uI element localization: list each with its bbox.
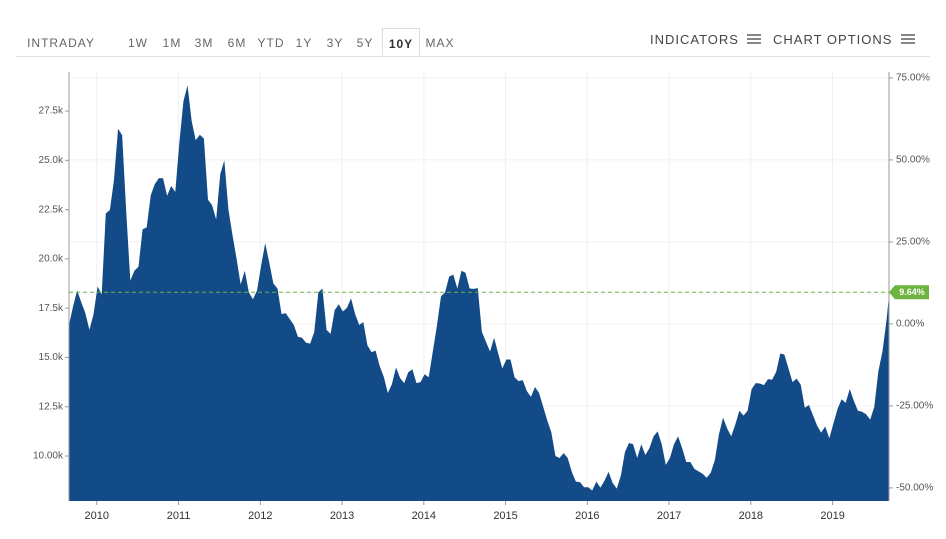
range-button[interactable]: MAX bbox=[425, 36, 455, 50]
y2-tick-label: -25.00% bbox=[896, 401, 933, 412]
y2-tick-label: 25.00% bbox=[896, 237, 930, 248]
range-button[interactable]: YTD bbox=[257, 36, 285, 50]
x-tick-label: 2013 bbox=[330, 510, 354, 522]
x-tick-label: 2016 bbox=[575, 510, 599, 522]
x-tick-label: 2017 bbox=[657, 510, 681, 522]
y-tick-label: 12.5k bbox=[39, 401, 64, 412]
y2-tick-label: 0.00% bbox=[896, 319, 924, 330]
x-tick-label: 2010 bbox=[85, 510, 109, 522]
range-button[interactable]: 1Y bbox=[295, 36, 313, 50]
y2-tick-label: -50.00% bbox=[896, 483, 933, 494]
reference-label: 9.64% bbox=[899, 287, 925, 297]
y-tick-label: 10.00k bbox=[33, 451, 64, 462]
y2-tick-label: 75.00% bbox=[896, 73, 930, 84]
x-tick-label: 2015 bbox=[493, 510, 517, 522]
y-tick-label: 15.0k bbox=[39, 352, 64, 363]
x-tick-label: 2019 bbox=[820, 510, 844, 522]
y-tick-label: 27.5k bbox=[39, 106, 64, 117]
x-tick-label: 2012 bbox=[248, 510, 272, 522]
y-tick-label: 25.0k bbox=[39, 155, 64, 166]
menu-icon bbox=[901, 34, 916, 44]
chart-options-button[interactable]: CHART OPTIONS bbox=[773, 28, 916, 56]
range-button[interactable]: 3M bbox=[194, 36, 214, 50]
range-button[interactable]: 1M bbox=[162, 36, 182, 50]
area bbox=[69, 85, 889, 501]
reference-tag bbox=[889, 285, 929, 300]
range-button[interactable]: 3Y bbox=[326, 36, 344, 50]
range-button[interactable]: 10Y bbox=[382, 28, 420, 56]
range-button[interactable]: 6M bbox=[227, 36, 247, 50]
y-tick-label: 22.5k bbox=[39, 204, 64, 215]
y-tick-label: 17.5k bbox=[39, 303, 64, 314]
x-tick-label: 2018 bbox=[739, 510, 763, 522]
menu-icon bbox=[746, 34, 761, 44]
toolbar: INDICATORS CHART OPTIONS INTRADAY 1W 1M 3M 6… bbox=[16, 24, 930, 57]
x-tick-label: 2011 bbox=[167, 510, 191, 522]
chart-options-label: CHART OPTIONS bbox=[773, 32, 893, 47]
y-tick-label: 20.0k bbox=[39, 254, 64, 265]
indicators-label: INDICATORS bbox=[650, 32, 739, 47]
range-button[interactable]: 1W bbox=[128, 36, 148, 50]
range-button[interactable]: INTRADAY bbox=[27, 36, 95, 50]
y2-tick-label: 50.00% bbox=[896, 155, 930, 166]
range-button[interactable]: 5Y bbox=[356, 36, 374, 50]
indicators-button[interactable]: INDICATORS bbox=[650, 28, 761, 56]
x-tick-label: 2014 bbox=[412, 510, 436, 522]
